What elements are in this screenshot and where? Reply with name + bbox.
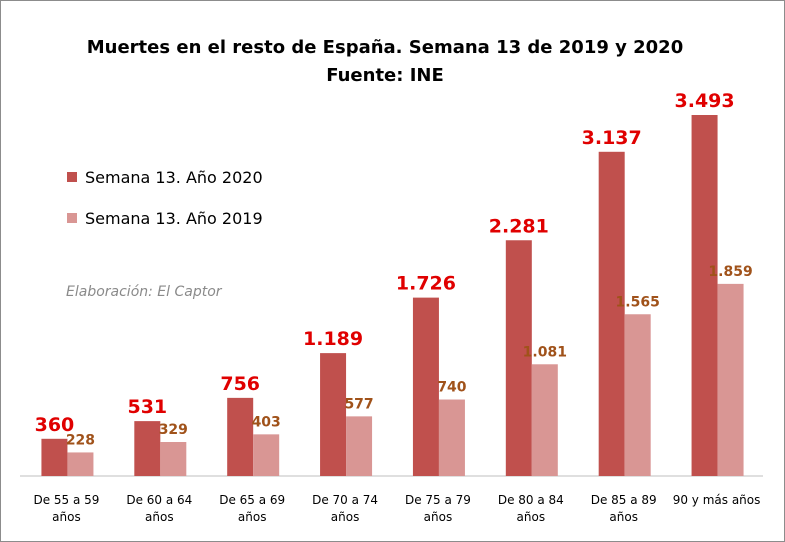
data-label-2019-4: 740 xyxy=(437,380,466,396)
credit-text: Elaboración: El Captor xyxy=(66,284,223,300)
bar-2020-7 xyxy=(691,115,718,476)
bar-2019-0 xyxy=(67,452,94,476)
x-tick-label-2: De 65 a 69 años xyxy=(219,493,285,524)
x-tick-label-6: De 85 a 89 años xyxy=(591,493,657,524)
data-label-2020-7: 3.493 xyxy=(675,90,735,112)
legend-swatch-2019 xyxy=(67,213,77,223)
data-label-2020-0: 360 xyxy=(35,414,75,436)
chart-subtitle: Fuente: INE xyxy=(326,65,444,86)
data-label-2019-0: 228 xyxy=(66,432,95,448)
data-label-2019-3: 577 xyxy=(344,396,373,412)
x-tick-label-7: 90 y más años xyxy=(673,493,761,507)
legend-swatch-2020 xyxy=(67,172,77,182)
bar-2019-4 xyxy=(438,399,465,476)
x-tick-label-1: De 60 a 64 años xyxy=(126,493,192,524)
bar-2019-5 xyxy=(531,364,558,476)
chart-title: Muertes en el resto de España. Semana 13… xyxy=(87,37,683,58)
bar-2020-0 xyxy=(41,438,68,476)
data-label-2020-2: 756 xyxy=(220,373,260,395)
bar-2019-1 xyxy=(160,441,187,476)
bar-2019-6 xyxy=(624,314,651,476)
legend-label-2020: Semana 13. Año 2020 xyxy=(85,168,263,187)
data-label-2020-1: 531 xyxy=(127,396,167,418)
data-label-2019-1: 329 xyxy=(159,422,188,438)
x-tick-label-0: De 55 a 59 años xyxy=(33,493,99,524)
data-label-2019-5: 1.081 xyxy=(523,344,567,360)
bar-2020-2 xyxy=(227,397,254,476)
x-tick-label-4: De 75 a 79 años xyxy=(405,493,471,524)
x-tick-label-5: De 80 a 84 años xyxy=(498,493,564,524)
bar-2020-6 xyxy=(598,151,625,477)
bar-2019-3 xyxy=(346,416,373,476)
bar-2019-2 xyxy=(253,434,280,476)
bar-2020-5 xyxy=(505,240,532,476)
data-label-2019-7: 1.859 xyxy=(708,264,752,280)
x-tick-label-3: De 70 a 74 años xyxy=(312,493,378,524)
bar-2020-1 xyxy=(134,421,161,476)
bar-2019-7 xyxy=(717,283,744,476)
data-label-2020-4: 1.726 xyxy=(396,273,456,295)
data-label-2019-6: 1.565 xyxy=(616,294,660,310)
legend-label-2019: Semana 13. Año 2019 xyxy=(85,209,263,228)
data-label-2020-6: 3.137 xyxy=(582,127,642,149)
bar-2020-4 xyxy=(412,297,439,476)
data-label-2020-3: 1.189 xyxy=(303,328,363,350)
bar-2020-3 xyxy=(320,353,347,476)
data-label-2019-2: 403 xyxy=(252,414,281,430)
data-label-2020-5: 2.281 xyxy=(489,215,549,237)
